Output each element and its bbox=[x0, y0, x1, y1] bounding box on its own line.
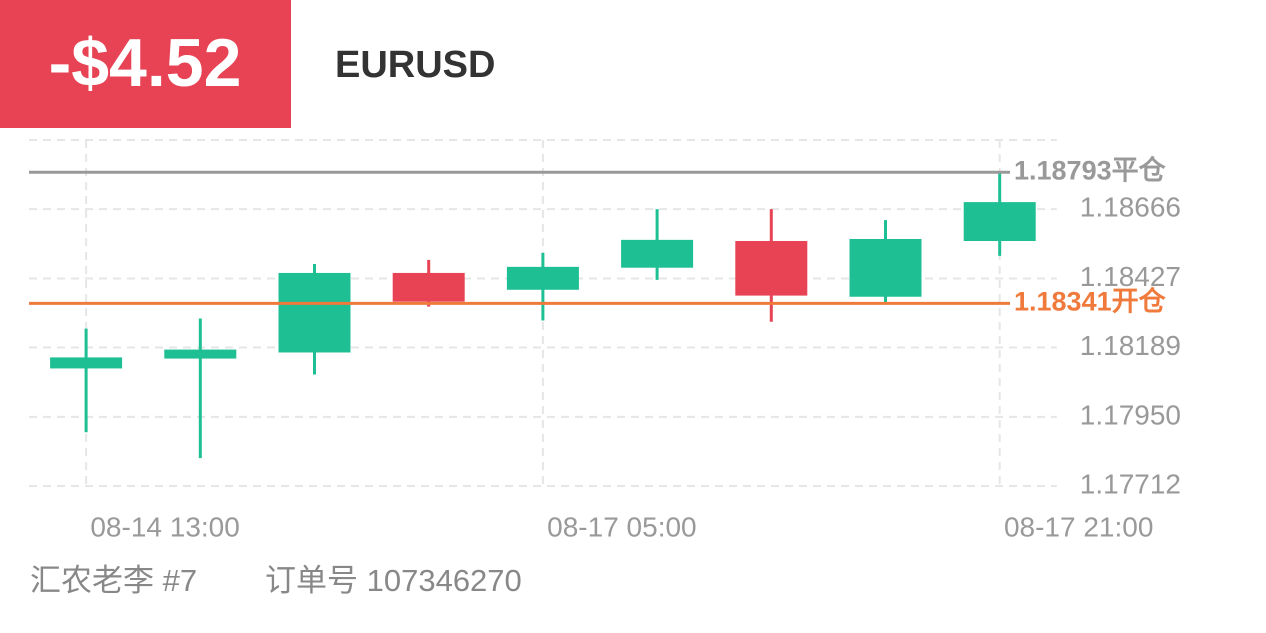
candle-body bbox=[278, 272, 351, 353]
candle-body bbox=[621, 239, 694, 268]
candle-body bbox=[735, 241, 808, 296]
order-number: 订单号 107346270 bbox=[265, 563, 522, 598]
pnl-badge bbox=[0, 0, 291, 128]
candle-body bbox=[50, 357, 123, 369]
price-line-label: 1.18793平仓 bbox=[1014, 155, 1167, 185]
price-label-bg bbox=[1012, 286, 1184, 321]
candle-body bbox=[849, 238, 922, 297]
y-tick-label: 1.18189 bbox=[1080, 330, 1181, 361]
y-tick-label: 1.17950 bbox=[1080, 399, 1181, 430]
account: 汇农老李 #7 bbox=[30, 563, 197, 598]
candle-body bbox=[392, 272, 465, 302]
candle-body bbox=[164, 349, 237, 359]
x-tick-label: 08-17 21:00 bbox=[1004, 511, 1153, 542]
y-tick-label: 1.18666 bbox=[1080, 191, 1181, 222]
price-line-label: 1.18341开仓 bbox=[1014, 287, 1167, 317]
y-tick-label: 1.17712 bbox=[1080, 468, 1181, 499]
pnl: -$4.52 bbox=[49, 25, 242, 101]
candle-body bbox=[506, 266, 579, 290]
x-tick-label: 08-17 05:00 bbox=[547, 511, 696, 542]
price-label-bg bbox=[1012, 155, 1184, 190]
candle-body bbox=[963, 202, 1036, 242]
x-tick-label: 08-14 13:00 bbox=[90, 511, 239, 542]
symbol: EURUSD bbox=[335, 44, 495, 86]
